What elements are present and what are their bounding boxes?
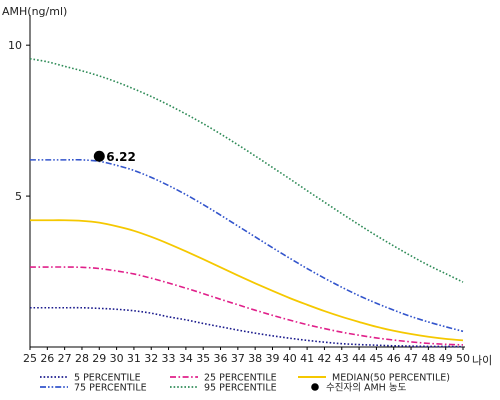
- legend-marker-swatch: [311, 383, 319, 391]
- series-line-p95: [29, 57, 464, 283]
- legend: 5 PERCENTILE 25 PERCENTILE MEDIAN(50 PERCE…: [40, 373, 450, 394]
- x-tick-label: 44: [352, 352, 366, 365]
- x-tick-label: 49: [439, 352, 453, 365]
- patient-marker-label: 6.22: [106, 150, 136, 164]
- y-ticks: 5 10: [8, 39, 30, 203]
- y-axis-title: AMH(ng/ml): [2, 5, 67, 18]
- x-tick-label: 46: [387, 352, 401, 365]
- legend-item: 수진자의 AMH 농도: [311, 383, 407, 394]
- legend-label: 5 PERCENTILE: [74, 373, 141, 384]
- x-ticks: 25 26 27 28 29 30 31 32 33 34 35 36 37 38 39 40 41 42 43 44…: [23, 347, 470, 365]
- legend-item: 95 PERCENTILE: [170, 383, 277, 394]
- x-axis-title: 나이: [472, 354, 492, 367]
- x-tick-label: 45: [369, 352, 383, 365]
- patient-marker: 6.22: [93, 150, 136, 164]
- x-tick-label: 42: [317, 352, 331, 365]
- x-tick-label: 38: [248, 352, 262, 365]
- x-tick-label: 37: [231, 352, 245, 365]
- legend-item: 25 PERCENTILE: [170, 373, 277, 384]
- x-tick-label: 50: [456, 352, 470, 365]
- x-tick-label: 29: [92, 352, 106, 365]
- series-line-p75: [30, 158, 464, 333]
- x-tick-label: 26: [40, 352, 54, 365]
- legend-label: 75 PERCENTILE: [74, 383, 147, 394]
- y-tick-label: 10: [8, 39, 22, 52]
- x-tick-label: 27: [58, 352, 72, 365]
- legend-label: 25 PERCENTILE: [204, 373, 277, 384]
- legend-item: 75 PERCENTILE: [40, 383, 147, 394]
- x-tick-label: 41: [300, 352, 314, 365]
- x-tick-label: 34: [179, 352, 193, 365]
- x-tick-label: 31: [127, 352, 141, 365]
- x-tick-label: 40: [283, 352, 297, 365]
- legend-label: 95 PERCENTILE: [204, 383, 277, 394]
- x-tick-label: 35: [196, 352, 210, 365]
- x-tick-label: 47: [404, 352, 418, 365]
- y-tick-label: 5: [15, 190, 22, 203]
- series-lines: [29, 57, 464, 348]
- x-tick-label: 39: [265, 352, 279, 365]
- x-tick-label: 30: [110, 352, 124, 365]
- legend-label: MEDIAN(50 PERCENTILE): [332, 373, 450, 384]
- legend-label: 수진자의 AMH 농도: [326, 383, 407, 394]
- series-line-p5: [29, 306, 464, 348]
- legend-item: MEDIAN(50 PERCENTILE): [298, 373, 450, 384]
- x-tick-label: 28: [75, 352, 89, 365]
- x-tick-label: 25: [23, 352, 37, 365]
- x-tick-label: 48: [421, 352, 435, 365]
- legend-item: 5 PERCENTILE: [40, 373, 141, 384]
- series-line-median: [29, 219, 464, 342]
- x-tick-label: 43: [335, 352, 349, 365]
- x-tick-label: 32: [144, 352, 158, 365]
- x-tick-label: 33: [162, 352, 176, 365]
- x-tick-label: 36: [214, 352, 228, 365]
- patient-marker-point: [93, 150, 105, 162]
